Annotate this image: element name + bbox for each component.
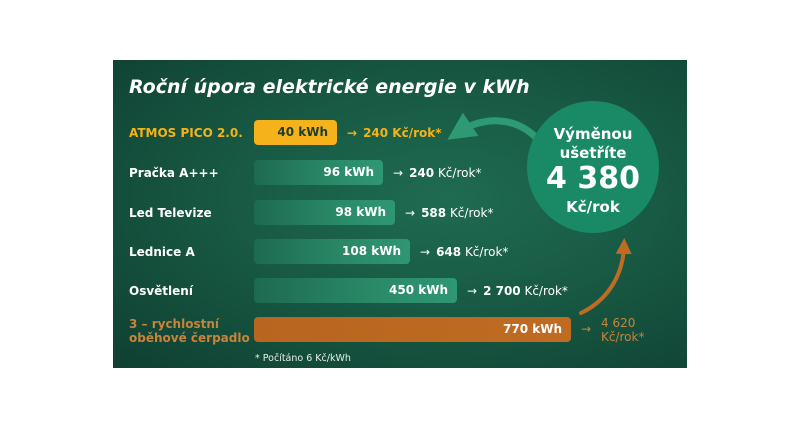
cost-amount: 240 <box>409 166 435 180</box>
savings-line1: Výměnou <box>553 125 633 143</box>
arrow-icon: → <box>405 206 416 220</box>
category-label-line: oběhové čerpadlo <box>129 331 250 345</box>
category-label-line: ATMOS PICO 2.0. <box>129 126 243 140</box>
category-label: Lednice A <box>129 245 195 259</box>
category-label: Pračka A+++ <box>129 166 219 180</box>
arrow-icon: → <box>467 284 478 298</box>
arrow-icon: → <box>581 322 592 336</box>
cost-amount: 648 <box>436 245 462 259</box>
savings-arrow-orange <box>579 238 632 315</box>
cost-text-line: 4 620 <box>601 316 636 330</box>
cost-text-line: Kč/rok* <box>601 330 645 344</box>
savings-line2: ušetříte <box>559 144 627 162</box>
bar-value-label: 450 kWh <box>389 283 448 297</box>
footnote: * Počítáno 6 Kč/kWh <box>255 353 351 364</box>
cost-label: → 240 Kč/rok* <box>347 126 442 140</box>
category-label-line: 3 – rychlostní <box>129 317 219 331</box>
cost-amount: 2 700 <box>483 284 521 298</box>
category-label: 3 – rychlostní oběhové čerpadlo <box>129 317 250 345</box>
cost-amount: 588 <box>421 206 447 220</box>
chart-arrows <box>447 112 632 315</box>
bar-value-label: 98 kWh <box>335 205 386 219</box>
bar: 770 kWh <box>254 317 571 342</box>
cost-text: 4 620 Kč/rok* <box>601 316 644 344</box>
category-label: Led Televize <box>129 206 212 220</box>
savings-arrow-green <box>447 112 545 147</box>
category-label: Osvětlení <box>129 284 193 298</box>
bar: 40 kWh <box>254 120 337 145</box>
arrow-icon: → <box>420 245 431 259</box>
arrow-icon: → <box>393 166 404 180</box>
arrow-icon: → <box>347 126 358 140</box>
cost-label: → 648 Kč/rok* <box>420 245 508 259</box>
bar-area: ATMOS PICO 2.0. 40 kWh → 240 Kč/rok* Pračka … <box>113 60 687 368</box>
savings-unit: Kč/rok <box>566 198 620 216</box>
category-label-line: Osvětlení <box>129 284 193 298</box>
cost-unit: Kč/rok* <box>434 166 482 180</box>
bar-value-label: 40 kWh <box>277 125 328 139</box>
bar-value-label: 770 kWh <box>503 322 562 336</box>
cost-amount: 240 Kč/rok* <box>363 126 442 140</box>
cost-unit: Kč/rok* <box>520 284 568 298</box>
bar: 450 kWh <box>254 278 457 303</box>
cost-label: → 2 700 Kč/rok* <box>467 284 568 298</box>
cost-unit: Kč/rok* <box>446 206 494 220</box>
bar-value-label: 108 kWh <box>342 244 401 258</box>
cost-label: → 240 Kč/rok* <box>393 166 481 180</box>
savings-amount: 4 380 <box>546 161 640 196</box>
cost-unit: Kč/rok* <box>461 245 509 259</box>
category-label-line: Pračka A+++ <box>129 166 219 180</box>
cost-label: → 4 620 Kč/rok* <box>581 316 644 344</box>
category-label-line: Led Televize <box>129 206 212 220</box>
chart-panel: Roční úpora elektrické energie v kWh ATM… <box>113 60 687 368</box>
category-label-line: Lednice A <box>129 245 195 259</box>
bar-value-label: 96 kWh <box>323 165 374 179</box>
savings-circle: Výměnou ušetříte 4 380 Kč/rok <box>527 101 659 233</box>
category-label: ATMOS PICO 2.0. <box>129 126 243 140</box>
bar: 108 kWh <box>254 239 410 264</box>
bar: 98 kWh <box>254 200 395 225</box>
chart-title: Roční úpora elektrické energie v kWh <box>129 76 530 98</box>
cost-label: → 588 Kč/rok* <box>405 206 493 220</box>
bar: 96 kWh <box>254 160 383 185</box>
